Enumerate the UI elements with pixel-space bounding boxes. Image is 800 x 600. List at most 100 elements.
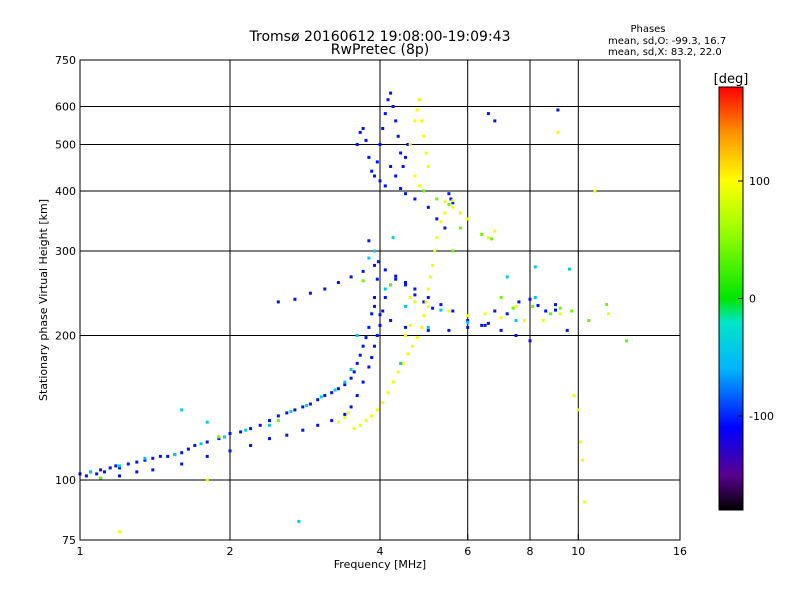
data-point (406, 352, 410, 356)
data-point (95, 472, 99, 476)
data-point (381, 309, 385, 313)
data-point (399, 187, 403, 190)
data-point (426, 165, 430, 168)
data-point (404, 304, 407, 308)
data-point (358, 423, 362, 427)
data-point (355, 334, 359, 337)
data-point (389, 319, 393, 322)
data-point (558, 306, 562, 310)
data-point (389, 165, 393, 168)
data-point (336, 420, 340, 424)
data-point (373, 263, 376, 267)
data-point (413, 174, 417, 178)
data-point (447, 203, 451, 206)
data-point (458, 226, 462, 230)
data-point (367, 155, 371, 159)
colorbar-tick-label: -100 (749, 410, 774, 423)
data-point (570, 309, 574, 313)
data-point (386, 391, 390, 395)
data-point (276, 419, 280, 423)
data-point (451, 249, 455, 253)
data-point (364, 336, 368, 340)
data-point (301, 428, 305, 432)
data-point (426, 304, 430, 308)
data-point (413, 197, 417, 201)
y-tick-label: 600 (55, 101, 76, 114)
data-point (268, 419, 271, 423)
data-point (373, 296, 376, 299)
data-point (536, 304, 540, 307)
data-point (361, 279, 365, 283)
data-point (349, 275, 353, 279)
data-point (493, 229, 497, 233)
data-point (118, 464, 121, 468)
data-point (316, 398, 320, 402)
data-point (443, 226, 447, 230)
data-point (480, 232, 484, 236)
y-tick-label: 400 (55, 185, 76, 198)
data-point (499, 316, 503, 320)
data-point (103, 470, 106, 474)
data-point (285, 433, 289, 437)
data-point (541, 319, 545, 322)
data-points (78, 91, 629, 534)
data-point (415, 108, 419, 112)
data-point (523, 319, 526, 322)
data-point (151, 456, 155, 460)
grid-lines (80, 60, 680, 540)
data-point (568, 267, 571, 271)
data-point (480, 323, 484, 327)
data-point (431, 263, 435, 267)
data-point (433, 249, 437, 253)
data-point (370, 414, 374, 418)
data-point (486, 321, 490, 325)
data-point (258, 423, 262, 427)
data-point (394, 174, 398, 178)
data-point (323, 394, 327, 397)
data-point (352, 370, 356, 374)
data-point (396, 134, 400, 138)
x-axis-label: Frequency [MHz] (334, 558, 426, 571)
data-point (593, 189, 597, 193)
y-axis-label: Stationary phase Virtual Height [km] (37, 199, 50, 401)
data-point (308, 402, 312, 406)
data-point (301, 405, 305, 409)
data-point (370, 169, 374, 173)
data-point (118, 466, 121, 470)
data-point (404, 334, 407, 337)
data-point (422, 314, 426, 318)
colorbar-label: [deg] (714, 72, 749, 87)
data-point (625, 339, 629, 343)
data-point (424, 300, 428, 304)
data-point (549, 312, 553, 316)
data-point (401, 361, 405, 365)
data-point (399, 151, 403, 155)
data-point (605, 303, 609, 307)
data-point (399, 361, 403, 365)
data-point (205, 454, 209, 458)
data-point (143, 458, 147, 462)
data-point (528, 339, 532, 343)
data-point (293, 297, 297, 301)
data-point (378, 179, 382, 183)
data-point (531, 304, 535, 308)
data-point (451, 205, 455, 209)
data-point (308, 291, 312, 295)
data-point (408, 323, 412, 327)
chart-subtitle: RwPretec (8p) (331, 42, 429, 58)
data-point (336, 281, 340, 284)
data-point (443, 200, 447, 204)
data-point (289, 409, 293, 413)
data-point (346, 411, 350, 415)
data-point (84, 474, 88, 478)
data-point (355, 361, 359, 365)
data-point (355, 394, 359, 397)
data-point (316, 423, 320, 427)
data-point (572, 394, 576, 397)
data-point (276, 300, 280, 304)
data-point (135, 460, 139, 464)
data-point (276, 414, 280, 418)
stats-heading: Phases (630, 24, 665, 35)
data-point (126, 462, 130, 466)
data-point (556, 108, 560, 112)
